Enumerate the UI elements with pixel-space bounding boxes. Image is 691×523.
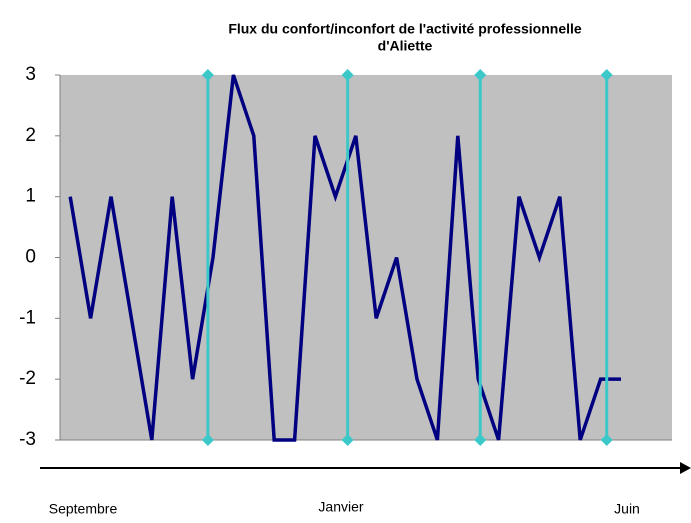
diamond-marker xyxy=(341,434,354,446)
diamond-marker xyxy=(474,434,487,446)
y-tick-label: 2 xyxy=(25,125,36,146)
y-tick-label: 1 xyxy=(25,186,36,207)
arrow-head xyxy=(680,462,691,474)
diamond-marker xyxy=(474,69,487,81)
timeline-label: Juin xyxy=(614,501,640,517)
diamond-marker xyxy=(600,69,613,81)
y-tick-label: -3 xyxy=(19,429,36,450)
timeline-label: Janvier xyxy=(318,499,363,515)
y-tick-label: 3 xyxy=(25,64,36,85)
diamond-marker xyxy=(201,69,214,81)
data-line xyxy=(68,74,621,442)
y-tick-label: 0 xyxy=(25,247,36,268)
y-tick-label: -1 xyxy=(19,307,36,328)
diamond-marker xyxy=(341,69,354,81)
y-tick-label: -2 xyxy=(19,368,36,389)
plot-area xyxy=(60,75,672,440)
diamond-marker xyxy=(201,434,214,446)
chart-title: d'Aliette xyxy=(378,38,433,54)
timeline-label: Septembre xyxy=(49,501,118,517)
chart-title: Flux du confort/inconfort de l'activité … xyxy=(228,21,582,37)
diamond-marker xyxy=(600,434,613,446)
